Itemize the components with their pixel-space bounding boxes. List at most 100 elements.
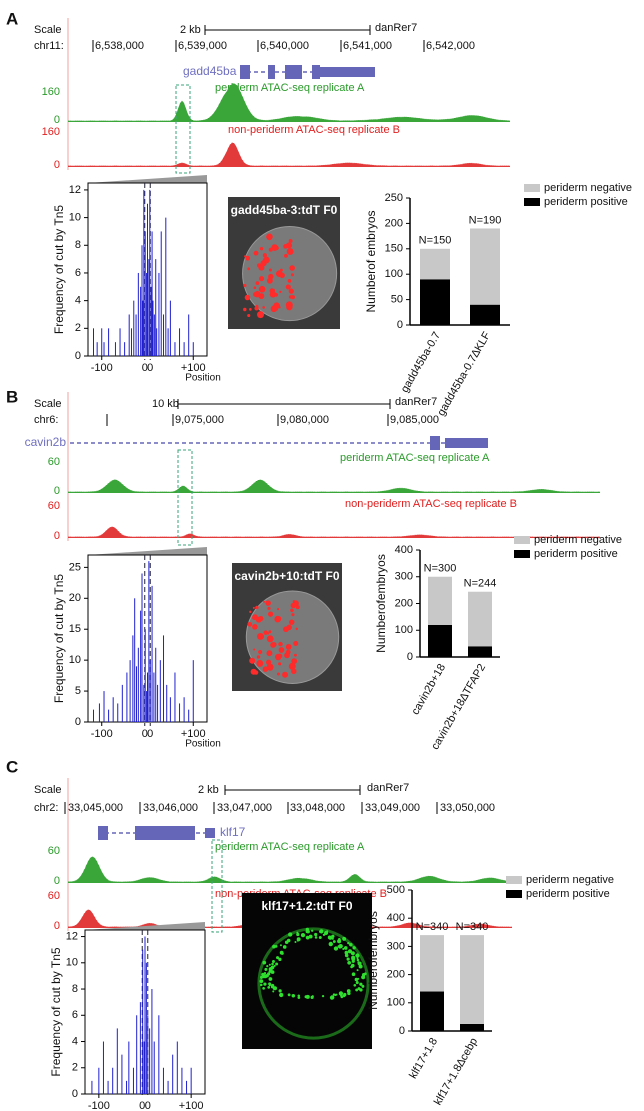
fluorescent-cell — [326, 930, 329, 933]
bar-segment — [428, 624, 452, 657]
fluorescent-cell — [278, 989, 282, 993]
fluorescent-cell — [266, 635, 274, 643]
fluorescent-cell — [258, 649, 263, 655]
track-signal — [68, 479, 600, 493]
gene-name: gadd45ba — [183, 64, 237, 78]
fluorescent-cell — [253, 250, 259, 256]
fluorescent-cell — [340, 994, 343, 998]
y-tick-label: 0 — [75, 716, 81, 728]
fluorescent-cell — [259, 979, 264, 984]
fluorescent-cell — [355, 981, 359, 985]
fluorescent-cell — [357, 961, 361, 965]
funnel — [88, 175, 207, 183]
fluorescent-cell — [271, 960, 275, 964]
y-tick-label: 200 — [395, 597, 413, 609]
track-signal — [68, 83, 510, 122]
fluorescent-cell — [342, 947, 345, 950]
fluorescent-cell — [253, 648, 256, 651]
fluorescent-cell — [347, 991, 351, 996]
fluorescent-cell — [359, 982, 363, 986]
fluorescent-cell — [284, 253, 288, 258]
fluorescent-cell — [300, 933, 306, 938]
x-tick-label: 0 — [147, 728, 153, 740]
bar-segment — [468, 646, 492, 657]
highlight-box — [175, 84, 191, 174]
fluorescent-cell — [288, 288, 294, 294]
y-tick-label: 8 — [75, 239, 81, 251]
fluorescent-cell — [290, 295, 295, 300]
fluorescent-cell — [347, 941, 350, 945]
y-tick-label: 4 — [72, 1035, 78, 1047]
fluorescent-cell — [327, 935, 332, 940]
fluorescent-cell — [332, 940, 336, 943]
fluorescent-cell — [279, 290, 282, 294]
image-label: cavin2b+10:tdT F0 — [234, 569, 339, 583]
legend-swatch — [524, 198, 540, 206]
fluorescent-cell — [288, 239, 293, 243]
fluorescent-cell — [271, 288, 275, 293]
fluorescent-cell — [284, 652, 290, 659]
exon — [98, 826, 108, 840]
fluorescent-cell — [293, 653, 297, 657]
fluorescent-cell — [276, 616, 282, 622]
fluorescent-cell — [262, 986, 265, 990]
legend-label: periderm positive — [534, 548, 618, 560]
fluorescent-cell — [249, 657, 256, 664]
n-label: N=300 — [424, 563, 457, 575]
y-axis-label: Frequency of cut by Tn5 — [52, 574, 66, 704]
x-tick-label: 0 — [142, 728, 148, 740]
fluorescent-cell — [268, 982, 272, 986]
fluorescent-cell — [350, 951, 355, 956]
funnel — [85, 922, 205, 930]
fluorescent-cell — [291, 668, 297, 674]
fluorescent-cell — [278, 957, 282, 962]
x-tick-label: gadd45ba-0.7∆KLF — [435, 330, 493, 418]
fluorescent-cell — [287, 278, 292, 283]
y-tick-label: 0 — [72, 1088, 78, 1100]
fluorescent-cell — [351, 959, 355, 963]
x-tick-label: 0 — [147, 362, 153, 374]
fluorescent-cell — [259, 983, 263, 987]
fluorescent-cell — [354, 977, 359, 982]
coord: 33,049,000 — [365, 802, 420, 814]
fluorescent-cell — [250, 668, 257, 675]
fluorescent-cell — [276, 956, 280, 960]
track-signal — [68, 142, 510, 167]
y-tick-label: 0 — [75, 350, 81, 362]
y-tick-label: 8 — [72, 983, 78, 995]
y-tick-label: 12 — [66, 930, 78, 942]
bar-segment — [468, 591, 492, 647]
fluorescent-cell — [279, 944, 282, 947]
fluorescent-cell — [319, 929, 324, 934]
panel-label: C — [6, 757, 18, 776]
fluorescent-cell — [355, 953, 360, 958]
fluorescent-cell — [273, 302, 280, 309]
panel-label: B — [6, 387, 18, 406]
fluorescent-cell — [267, 611, 274, 617]
assembly: danRer7 — [367, 782, 409, 794]
y-tick-label: 300 — [387, 940, 405, 952]
scale-label: Scale — [34, 784, 62, 796]
assembly: danRer7 — [395, 396, 437, 408]
fluorescent-cell — [259, 975, 264, 979]
x-tick-label: -100 — [88, 1100, 110, 1111]
scale-size: 2 kb — [198, 784, 219, 796]
fluorescent-cell — [268, 970, 272, 974]
fluorescent-cell — [275, 308, 278, 311]
fluorescent-cell — [286, 248, 294, 255]
x-tick-label: 0 — [145, 1100, 151, 1111]
x-tick-label: 0 — [142, 362, 148, 374]
bar-segment — [428, 576, 452, 625]
fluorescent-cell — [256, 659, 264, 667]
fluorescent-cell — [287, 993, 291, 997]
fluorescent-cell — [257, 311, 264, 319]
y-axis-label: Numberof embryos — [364, 210, 378, 312]
track-name: non-periderm ATAC-seq replicate B — [345, 498, 517, 510]
track-min: 0 — [54, 485, 60, 497]
fluorescent-cell — [280, 952, 284, 955]
fluorescent-cell — [268, 977, 273, 981]
fluorescent-cell — [265, 659, 272, 665]
x-tick-label: klf17+1.8∆cebp — [432, 1036, 480, 1107]
fluorescent-cell — [290, 273, 294, 277]
legend-label: periderm negative — [526, 874, 614, 886]
